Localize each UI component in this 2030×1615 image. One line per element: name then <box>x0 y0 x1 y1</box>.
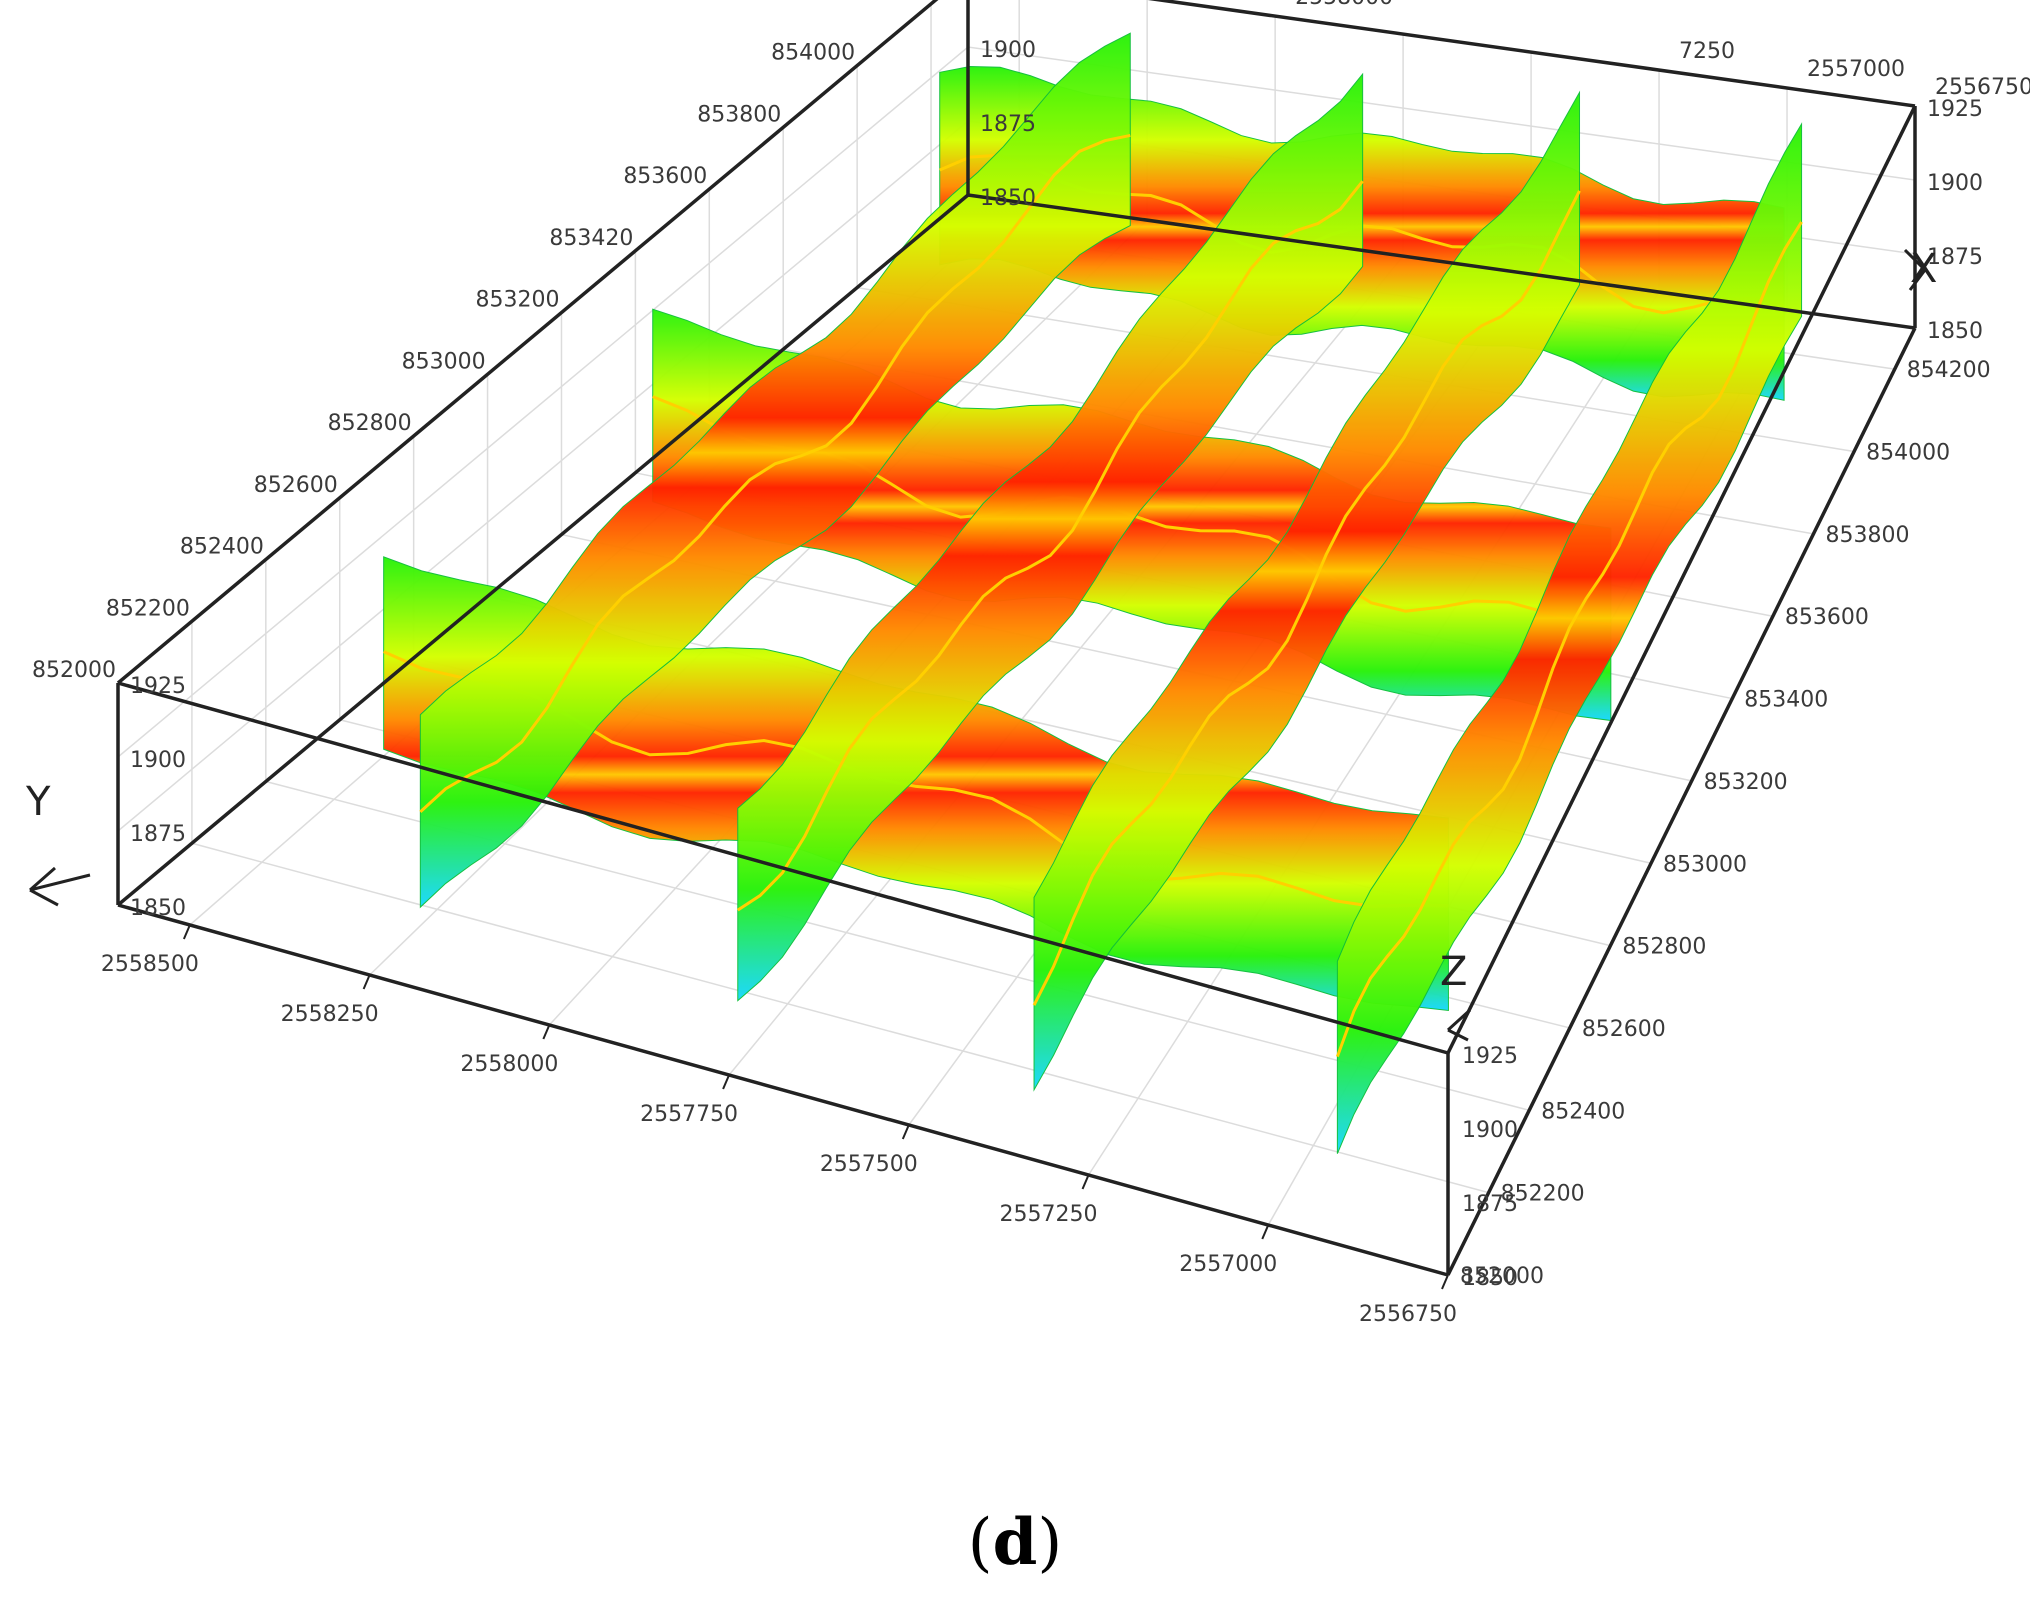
x-tick-label: 2557500 <box>820 1152 918 1177</box>
z-tick-label-left: 1875 <box>130 822 186 847</box>
bounding-box <box>116 0 1917 1277</box>
y-tick-label-right: 854200 <box>1907 358 1991 383</box>
x-tick-label: 2557750 <box>640 1102 738 1127</box>
frame-edge <box>116 0 939 685</box>
figure-caption: (d) <box>0 1505 2030 1580</box>
y-tick-label-left: 853800 <box>697 102 781 127</box>
x-tick-mark <box>542 1024 551 1040</box>
y-tick-label-right: 853000 <box>1663 852 1747 877</box>
x-axis-arrow <box>1903 248 1927 291</box>
fence-along-y-horizon <box>1032 190 1581 1006</box>
y-tick-label-right: 853400 <box>1744 688 1828 713</box>
plot-canvas: 2556750 2557000 2557250 2557500 2557750 25580… <box>25 0 2030 1327</box>
y-axis-name: Y <box>25 779 51 825</box>
z-tick-label-backleft: 1875 <box>980 112 1036 137</box>
x-tick-label: 2556750 <box>1359 1302 1457 1327</box>
frame-edge <box>117 903 1449 1277</box>
fence-along-y-horizon <box>1335 221 1803 1058</box>
y-tick-label-left: 852600 <box>254 473 338 498</box>
x-tick-label: 2558500 <box>101 952 199 977</box>
fence-along-y <box>419 32 1131 909</box>
grid-line-x <box>728 255 1404 1076</box>
fence-along-y <box>1033 90 1581 1092</box>
y-tick-label-right: 853800 <box>1825 523 1909 548</box>
z-tick-label-left: 1925 <box>130 674 186 699</box>
caption-letter: d <box>992 1505 1038 1580</box>
x-tick-label: 2558250 <box>281 1002 379 1027</box>
y-tick-label-right: 853600 <box>1785 605 1869 630</box>
x-tick-label-far: 2556750 <box>1935 75 2030 100</box>
caption-open-paren: ( <box>967 1506 993 1580</box>
z-tick-label-left: 1900 <box>130 748 186 773</box>
fence-along-y <box>737 72 1364 1002</box>
z-tick-label-back: 1925 <box>1927 97 1983 122</box>
y-tick-label-left: 854200 <box>845 0 929 4</box>
x-tick-mark <box>362 974 371 990</box>
z-tick-label-front: 1925 <box>1462 1044 1518 1069</box>
z-axis-arrow <box>1446 1008 1472 1042</box>
fence-along-y <box>1336 122 1803 1154</box>
frame-edge <box>1446 105 1917 1054</box>
y-tick-label-left: 853600 <box>623 164 707 189</box>
z-tick-label-front: 1875 <box>1462 1192 1518 1217</box>
z-tick-label-backleft: 1900 <box>980 38 1036 63</box>
y-tick-label-right: 853200 <box>1704 770 1788 795</box>
x-tick-label-far: 2557000 <box>1807 57 1905 82</box>
y-tick-label-left: 852800 <box>328 411 412 436</box>
x-tick-mark <box>1261 1224 1270 1240</box>
y-tick-label-right: 852200 <box>1501 1182 1585 1207</box>
y-tick-label-left: 852000 <box>32 658 116 683</box>
caption-close-paren: ) <box>1037 1506 1063 1580</box>
y-tick-label-right: 854000 <box>1866 441 1950 466</box>
x-tick-label: 2557000 <box>1179 1252 1277 1277</box>
x-tick-mark <box>722 1074 731 1090</box>
x-tick-label-far: 2558000 <box>1295 0 1393 10</box>
y-axis-arrow <box>29 866 91 907</box>
grid-line-x <box>369 219 1148 976</box>
y-tick-label-left: 853200 <box>475 288 559 313</box>
y-tick-label-left: 853000 <box>402 349 486 374</box>
z-tick-label-back: 1850 <box>1927 319 1983 344</box>
x-tick-label: 2558000 <box>460 1052 558 1077</box>
z-tick-label-front: 1900 <box>1462 1118 1518 1143</box>
y-tick-label-left: 854000 <box>771 41 855 66</box>
axis-names: X Y Z <box>25 246 1937 1042</box>
x-tick-label: 2557250 <box>1000 1202 1098 1227</box>
fence-panels <box>383 32 1803 1154</box>
z-axis-name: Z <box>1440 949 1467 995</box>
x-tick-mark <box>182 924 191 940</box>
y-tick-label-left: 853420 <box>549 226 633 251</box>
y-tick-label-right: 852000 <box>1460 1264 1544 1289</box>
frame-edge <box>1446 327 1917 1276</box>
x-tick-mark <box>1441 1274 1449 1290</box>
y-tick-label-right: 852400 <box>1541 1099 1625 1124</box>
grid-line-x <box>1087 291 1660 1176</box>
frame-edge <box>116 193 970 907</box>
frame-edge <box>117 681 1449 1055</box>
x-tick-mark <box>1081 1174 1090 1190</box>
frame-edge <box>1147 0 1916 108</box>
tick-labels: 2556750 2557000 2557250 2557500 2557750 25580… <box>32 0 2030 1327</box>
z-tick-label-back: 1900 <box>1927 171 1983 196</box>
fence-along-y-horizon <box>419 133 1131 814</box>
fence-along-y-horizon <box>736 180 1364 912</box>
z-tick-label-front: 1850 <box>1462 1266 1518 1291</box>
y-tick-label-right: 852800 <box>1622 935 1706 960</box>
x-tick-mark <box>901 1124 910 1140</box>
y-tick-label-left: 852400 <box>180 535 264 560</box>
x-tick-label-far: 7250 <box>1679 39 1735 64</box>
y-tick-label-left: 852200 <box>106 596 190 621</box>
frame-edge <box>967 193 1916 330</box>
z-tick-label-left: 1850 <box>130 896 186 921</box>
z-tick-label-backleft: 1850 <box>980 186 1036 211</box>
grid-line-y <box>191 842 1489 1194</box>
z-tick-label-back: 1875 <box>1927 245 1983 270</box>
y-tick-label-right: 852600 <box>1582 1017 1666 1042</box>
